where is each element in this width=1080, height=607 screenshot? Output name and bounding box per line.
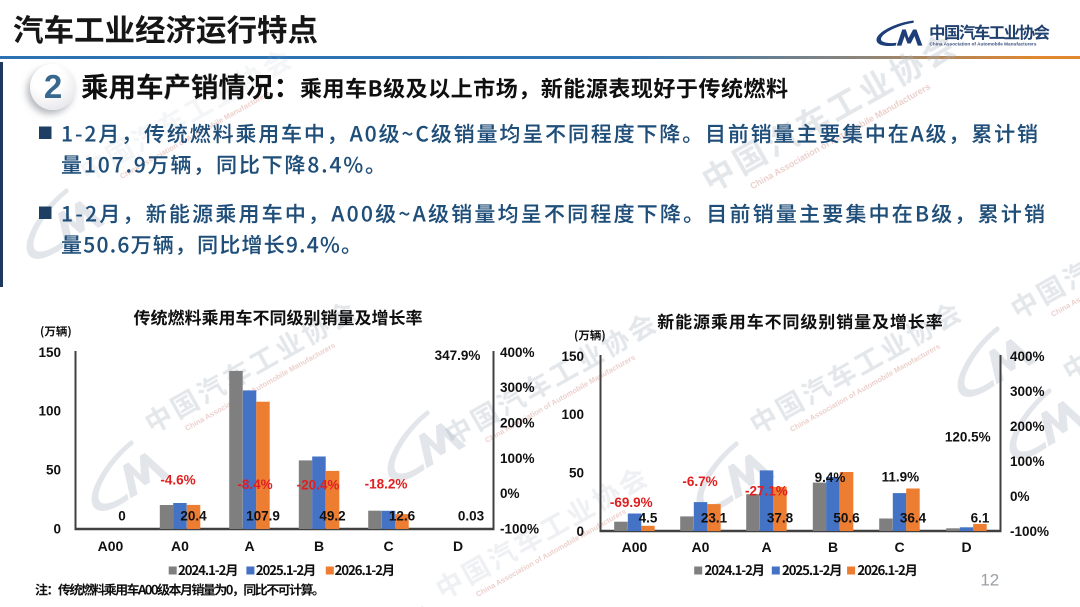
svg-text:A: A [761, 539, 771, 555]
svg-text:200%: 200% [500, 416, 535, 431]
svg-text:A0: A0 [171, 538, 189, 554]
svg-text:23.1: 23.1 [701, 510, 728, 525]
svg-text:0%: 0% [500, 486, 520, 501]
svg-text:-69.9%: -69.9% [610, 495, 653, 510]
svg-text:D: D [961, 539, 971, 555]
svg-text:-27.1%: -27.1% [745, 484, 788, 499]
svg-text:0.03: 0.03 [458, 508, 485, 523]
svg-text:6.1: 6.1 [971, 510, 990, 525]
svg-text:347.9%: 347.9% [435, 348, 481, 363]
svg-text:0: 0 [576, 524, 584, 539]
svg-text:100%: 100% [500, 451, 535, 466]
svg-text:A00: A00 [98, 538, 124, 554]
svg-text:107.9: 107.9 [246, 508, 280, 523]
svg-text:A0: A0 [692, 539, 710, 555]
svg-text:300%: 300% [500, 380, 535, 395]
svg-text:C: C [383, 538, 393, 554]
svg-text:-100%: -100% [500, 521, 539, 536]
svg-text:120.5%: 120.5% [945, 429, 991, 444]
svg-text:20.4: 20.4 [180, 508, 207, 523]
svg-text:400%: 400% [500, 345, 535, 360]
svg-text:B: B [314, 538, 324, 554]
svg-text:-6.7%: -6.7% [682, 474, 717, 489]
svg-text:9.4%: 9.4% [815, 470, 846, 485]
svg-text:4.5: 4.5 [639, 510, 658, 525]
svg-text:China Association of Automobil: China Association of Automobile Manufact… [930, 42, 1037, 47]
svg-text:12.6: 12.6 [389, 508, 416, 523]
svg-text:0: 0 [118, 508, 126, 523]
svg-text:11.9%: 11.9% [882, 469, 920, 484]
svg-text:-18.2%: -18.2% [365, 476, 408, 491]
svg-text:100: 100 [38, 404, 61, 419]
svg-text:200%: 200% [1010, 419, 1045, 434]
svg-text:A: A [244, 538, 254, 554]
svg-text:A00: A00 [622, 539, 648, 555]
svg-text:12: 12 [980, 570, 999, 589]
svg-text:150: 150 [38, 345, 61, 360]
svg-text:-20.4%: -20.4% [297, 477, 340, 492]
svg-text:50: 50 [569, 466, 584, 481]
svg-text:50: 50 [46, 463, 61, 478]
svg-text:B: B [828, 539, 838, 555]
svg-text:-100%: -100% [1010, 524, 1049, 539]
svg-text:100%: 100% [1010, 454, 1045, 469]
svg-text:0: 0 [53, 521, 61, 536]
svg-text:37.8: 37.8 [767, 510, 794, 525]
svg-text:0%: 0% [1010, 489, 1030, 504]
svg-text:China Association of Automobil: China Association of Automobile Manufact… [1049, 227, 1080, 319]
svg-text:300%: 300% [1010, 384, 1045, 399]
svg-text:-4.6%: -4.6% [160, 472, 195, 487]
svg-text:49.2: 49.2 [319, 508, 345, 523]
svg-text:50.6: 50.6 [833, 510, 860, 525]
svg-text:100: 100 [561, 407, 584, 422]
svg-text:-8.4%: -8.4% [237, 477, 272, 492]
svg-text:C: C [894, 539, 904, 555]
svg-text:D: D [453, 538, 463, 554]
svg-text:150: 150 [561, 349, 584, 364]
svg-text:400%: 400% [1010, 349, 1045, 364]
svg-text:36.4: 36.4 [900, 510, 927, 525]
